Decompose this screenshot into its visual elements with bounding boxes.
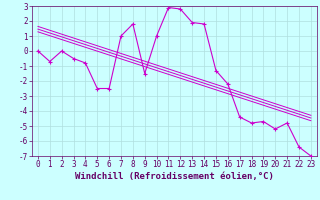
X-axis label: Windchill (Refroidissement éolien,°C): Windchill (Refroidissement éolien,°C) bbox=[75, 172, 274, 181]
